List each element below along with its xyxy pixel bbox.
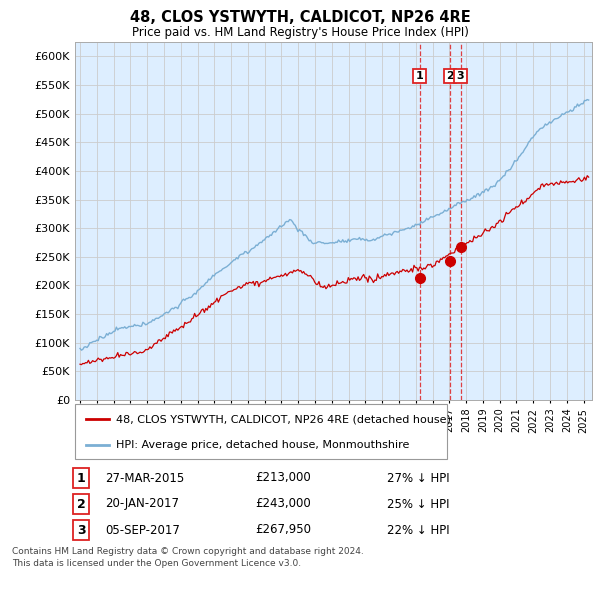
Text: This data is licensed under the Open Government Licence v3.0.: This data is licensed under the Open Gov… (12, 559, 301, 568)
FancyBboxPatch shape (75, 404, 447, 459)
Text: Price paid vs. HM Land Registry's House Price Index (HPI): Price paid vs. HM Land Registry's House … (131, 26, 469, 39)
Text: 25% ↓ HPI: 25% ↓ HPI (387, 497, 449, 510)
Text: £267,950: £267,950 (255, 523, 311, 536)
Text: £243,000: £243,000 (255, 497, 311, 510)
Text: 1: 1 (77, 471, 85, 484)
Text: Contains HM Land Registry data © Crown copyright and database right 2024.: Contains HM Land Registry data © Crown c… (12, 547, 364, 556)
Text: 22% ↓ HPI: 22% ↓ HPI (387, 523, 449, 536)
Text: 2: 2 (77, 497, 85, 510)
Text: £213,000: £213,000 (255, 471, 311, 484)
Text: 2: 2 (446, 71, 454, 81)
Text: HPI: Average price, detached house, Monmouthshire: HPI: Average price, detached house, Monm… (116, 440, 409, 450)
Text: 3: 3 (457, 71, 464, 81)
Text: 27% ↓ HPI: 27% ↓ HPI (387, 471, 449, 484)
Text: 3: 3 (77, 523, 85, 536)
Text: 05-SEP-2017: 05-SEP-2017 (105, 523, 180, 536)
Text: 20-JAN-2017: 20-JAN-2017 (105, 497, 179, 510)
Text: 1: 1 (416, 71, 424, 81)
Text: 48, CLOS YSTWYTH, CALDICOT, NP26 4RE: 48, CLOS YSTWYTH, CALDICOT, NP26 4RE (130, 10, 470, 25)
Text: 48, CLOS YSTWYTH, CALDICOT, NP26 4RE (detached house): 48, CLOS YSTWYTH, CALDICOT, NP26 4RE (de… (116, 414, 451, 424)
Text: 27-MAR-2015: 27-MAR-2015 (105, 471, 184, 484)
